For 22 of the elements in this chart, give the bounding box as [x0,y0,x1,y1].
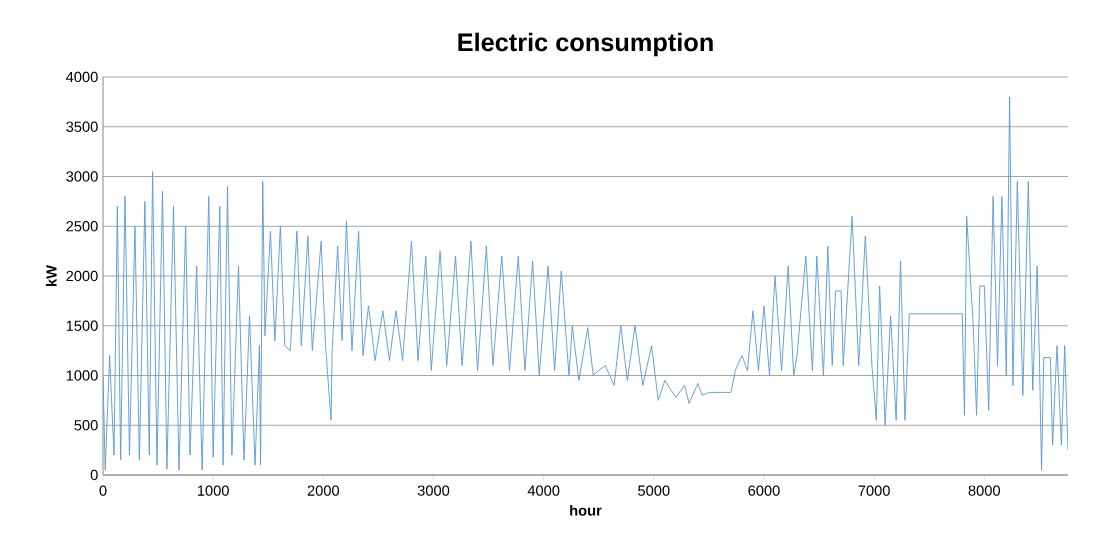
y-tick-label: 3500 [66,121,98,132]
chart-title: Electric consumption [458,32,713,57]
x-tick-label: 5000 [638,485,670,496]
x-axis-title: hour [570,504,602,516]
x-tick-label: 8000 [968,485,1000,496]
x-tick-label: 7000 [858,485,890,496]
y-tick-label: 1500 [66,320,98,331]
y-tick-label: 0 [90,469,98,481]
y-tick-label: 2500 [66,221,98,232]
y-tick-label: 4000 [66,71,98,83]
y-tick-label: 500 [74,420,98,431]
y-tick-label: 1000 [66,370,98,381]
x-tick-label: 4000 [527,485,560,496]
y-tick-label: 2000 [66,270,98,282]
x-tick-label: 0 [99,485,107,496]
x-tick-label: 6000 [748,485,780,496]
x-tick-label: 3000 [417,485,450,496]
line-series [103,96,1068,471]
y-axis-title: kW [45,265,57,286]
y-tick-label: 3000 [66,171,98,182]
x-tick-label: 2000 [307,485,340,496]
x-tick-label: 1000 [197,485,229,496]
